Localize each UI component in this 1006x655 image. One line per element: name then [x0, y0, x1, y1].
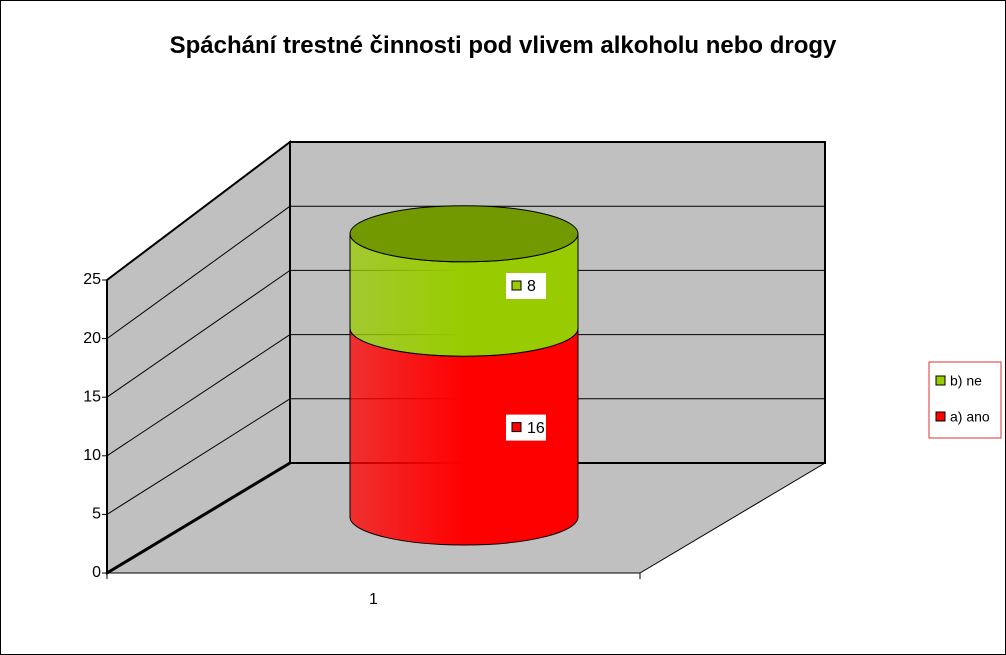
grid-line	[106, 269, 291, 398]
data-label-key	[511, 422, 522, 433]
legend-label: b) ne	[950, 373, 982, 389]
floor-edge	[106, 461, 291, 575]
data-label: 8	[527, 278, 536, 295]
cylinder-top	[349, 205, 579, 263]
grid-line	[106, 398, 291, 515]
chart-title: Spáchání trestné činnosti pod vlivem alk…	[169, 32, 837, 59]
y-tick-label: 15	[83, 388, 101, 405]
y-tick-label: 25	[83, 271, 101, 288]
grid-line	[106, 205, 291, 340]
data-label-key	[511, 280, 522, 291]
grid-line	[106, 141, 291, 281]
legend-label: a) ano	[950, 409, 990, 425]
y-tick-label: 10	[83, 447, 101, 464]
y-tick-label: 20	[83, 330, 101, 347]
data-label: 16	[527, 420, 545, 437]
y-tick-label: 0	[92, 564, 101, 581]
y-tick-label: 5	[92, 506, 101, 523]
legend-key	[935, 375, 946, 386]
legend-box	[928, 361, 1002, 439]
legend-key	[935, 411, 946, 422]
x-tick-label: 1	[369, 591, 378, 608]
grid-line	[106, 334, 291, 457]
